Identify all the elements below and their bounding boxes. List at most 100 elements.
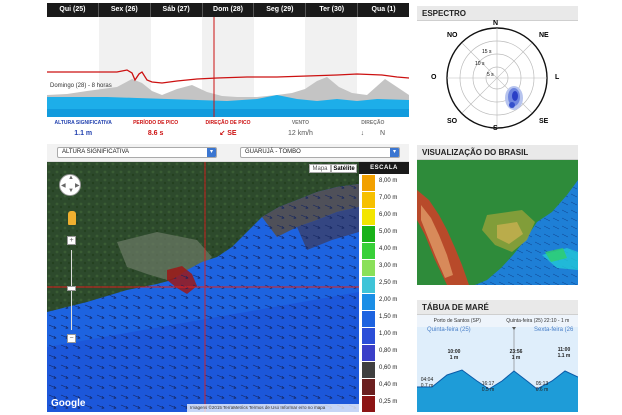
scale-swatch	[362, 294, 375, 310]
spectrum-title: ESPECTRO	[417, 6, 578, 21]
brazil-map[interactable]	[417, 160, 578, 285]
scale-row: 8,00 m	[359, 174, 409, 192]
tide-low-3: 05:13 0.6 m	[535, 381, 549, 393]
scale-label: 0,80 m	[379, 348, 398, 354]
day-tab[interactable]: Dom (28)	[203, 3, 255, 17]
brazil-title: VISUALIZAÇÃO DO BRASIL	[417, 145, 578, 160]
forecast-panel: Qui (25) Sex (26) Sáb (27) Dom (28) Seg …	[47, 3, 409, 138]
scale-label: 0,60 m	[379, 365, 398, 371]
pan-up-icon[interactable]: ▲	[68, 175, 74, 181]
tide-high-2: 23:56 1 m	[509, 349, 523, 361]
google-logo: Google	[51, 398, 86, 409]
scale-swatch	[362, 209, 375, 225]
compass-so: SO	[447, 118, 458, 125]
scale-label: 1,50 m	[379, 314, 398, 320]
day-tab[interactable]: Seg (29)	[254, 3, 307, 17]
direction-label: DIREÇÃO DE PICO	[205, 120, 251, 126]
scale-row: 1,50 m	[359, 310, 409, 328]
scale-swatch	[362, 277, 375, 293]
map-attribution[interactable]: Imagens ©2015 TerraMetrics Termos de Uso…	[187, 404, 359, 412]
compass-no: NO	[447, 32, 458, 39]
height-label: ALTURA SIGNIFICATIVA	[54, 120, 112, 126]
zoom-in-button[interactable]: +	[67, 236, 76, 245]
scale-label: 2,50 m	[379, 280, 398, 286]
zoom-slider-handle[interactable]	[67, 286, 76, 291]
scale-row: 0,80 m	[359, 344, 409, 362]
stats-labels: ALTURA SIGNIFICATIVA PERÍODO DE PICO DIR…	[47, 119, 409, 127]
scale-title: ESCALA	[359, 162, 409, 174]
wind-direction-text: N	[380, 130, 386, 137]
day-tab[interactable]: Sex (26)	[99, 3, 151, 17]
zoom-out-button[interactable]: −	[67, 334, 76, 343]
wind-direction-value: ↓ N	[337, 129, 409, 138]
day-tab[interactable]: Qua (1)	[371, 6, 396, 13]
scale-row: 6,00 m	[359, 208, 409, 226]
day-tabs: Qui (25) Sex (26) Sáb (27) Dom (28) Seg …	[47, 3, 409, 17]
tide-date: Quinta-feira (25) 22:10 - 1 m	[506, 318, 570, 324]
location-select[interactable]: GUARUJÁ - TOMBO ▾	[240, 147, 400, 158]
scale-label: 4,00 m	[379, 246, 398, 252]
compass-se: SE	[539, 118, 549, 125]
direction-value: ↙ SE	[192, 129, 264, 138]
compass-n: N	[493, 20, 499, 27]
scale-row: 0,40 m	[359, 378, 409, 396]
scale-row: 7,00 m	[359, 191, 409, 209]
pan-down-icon[interactable]: ▼	[68, 188, 74, 194]
scale-row: 5,00 m	[359, 225, 409, 243]
scale-swatch	[362, 226, 375, 242]
tide-low-1: 04:04 0.7 m	[420, 377, 434, 389]
tide-port: Porto de Santos (SP)	[433, 318, 481, 324]
wind-value: 12 km/h	[287, 130, 313, 137]
scale-swatch	[362, 175, 375, 191]
direction-arrow-icon: ↙	[219, 130, 226, 137]
scale-label: 3,00 m	[379, 263, 398, 269]
compass-ne: NE	[539, 32, 549, 39]
variable-select[interactable]: ALTURA SIGNIFICATIVA ▾	[57, 147, 217, 158]
wind-label: VENTO	[291, 120, 309, 126]
scale-row: 4,00 m	[359, 242, 409, 260]
scale-swatch	[362, 243, 375, 259]
day-tab[interactable]: Ter (30)	[306, 3, 359, 17]
scale-label: 0,40 m	[379, 382, 398, 388]
scale-swatch	[362, 260, 375, 276]
brazil-panel: VISUALIZAÇÃO DO BRASIL	[417, 145, 578, 285]
scale-swatch	[362, 362, 375, 378]
pan-control[interactable]: ▲ ▼ ◀ ▶	[59, 174, 81, 196]
satellite-type-button[interactable]: Satélite	[331, 164, 357, 173]
chart-caption: Domingo (28) - 8 horas	[50, 83, 112, 89]
direction-text: SE	[227, 130, 237, 137]
pan-right-icon[interactable]: ▶	[75, 183, 80, 189]
tide-chart[interactable]: Porto de Santos (SP) Quinta-feira (25) 2…	[417, 315, 578, 412]
scale-row: 2,00 m	[359, 293, 409, 311]
scale-row: 0,25 m	[359, 395, 409, 413]
tide-low-2: 16:17 0.5 m	[481, 381, 495, 393]
scale-swatch	[362, 192, 375, 208]
ring-label: 5 s	[487, 72, 494, 78]
scale-row: 0,60 m	[359, 361, 409, 379]
compass-s: S	[493, 125, 498, 132]
scale-label: 8,00 m	[379, 178, 398, 184]
compass-o: O	[431, 74, 437, 81]
scale-row: 1,00 m	[359, 327, 409, 345]
scale-row: 3,00 m	[359, 259, 409, 277]
chevron-down-icon: ▾	[207, 148, 216, 157]
scale-swatch	[362, 345, 375, 361]
scale-swatch	[362, 311, 375, 327]
scale-label: 1,00 m	[379, 331, 398, 337]
street-view-icon[interactable]	[68, 211, 76, 225]
tide-day-1: Quinta-feira (25)	[427, 327, 471, 333]
scale-swatch	[362, 396, 375, 412]
wind-direction-label: DIREÇÃO	[361, 120, 385, 126]
wave-map[interactable]: Mapa Satélite ▲ ▼ ◀ ▶ + − Google Imagens…	[47, 162, 359, 412]
spectrum-panel: ESPECTRO N S L O NE NO SE SO 15 s 10 s 5…	[417, 6, 578, 134]
scale-label: 6,00 m	[379, 212, 398, 218]
day-tab[interactable]: Qui (25)	[47, 3, 99, 17]
pan-left-icon[interactable]: ◀	[61, 183, 66, 189]
map-type-button[interactable]: Mapa	[309, 164, 331, 173]
tide-high-3: 11:00 1.1 m	[557, 347, 571, 359]
scale-label: 7,00 m	[379, 195, 398, 201]
spectrum-plot: N S L O NE NO SE SO 15 s 10 s 5 s	[417, 20, 578, 134]
day-tab[interactable]: Sáb (27)	[151, 3, 203, 17]
forecast-chart[interactable]: Domingo (28) - 8 horas	[47, 17, 409, 117]
compass-l: L	[555, 74, 560, 81]
